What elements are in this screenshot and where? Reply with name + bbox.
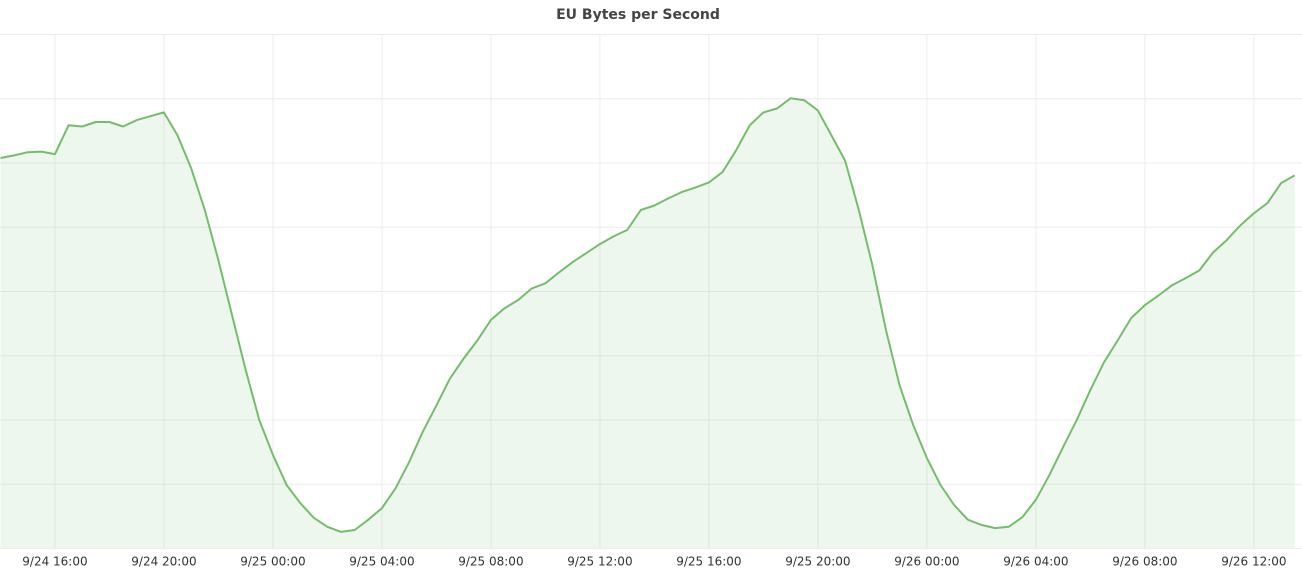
x-tick-label: 9/25 20:00: [785, 555, 850, 569]
x-tick-label: 9/26 08:00: [1112, 555, 1177, 569]
x-tick-label: 9/26 04:00: [1003, 555, 1068, 569]
area-fill: [0, 98, 1295, 549]
x-tick-label: 9/25 08:00: [458, 555, 523, 569]
x-tick-label: 9/25 00:00: [240, 555, 305, 569]
series-line: [0, 97, 1296, 533]
x-tick-label: 9/26 12:00: [1221, 555, 1286, 569]
x-tick-label: 9/25 16:00: [676, 555, 741, 569]
x-tick-label: 9/25 12:00: [567, 555, 632, 569]
x-tick-label: 9/24 16:00: [22, 555, 87, 569]
chart-title: EU Bytes per Second: [556, 7, 720, 23]
x-tick-label: 9/24 20:00: [131, 555, 196, 569]
x-tick-label: 9/25 04:00: [349, 555, 414, 569]
x-tick-label: 9/26 00:00: [894, 555, 959, 569]
